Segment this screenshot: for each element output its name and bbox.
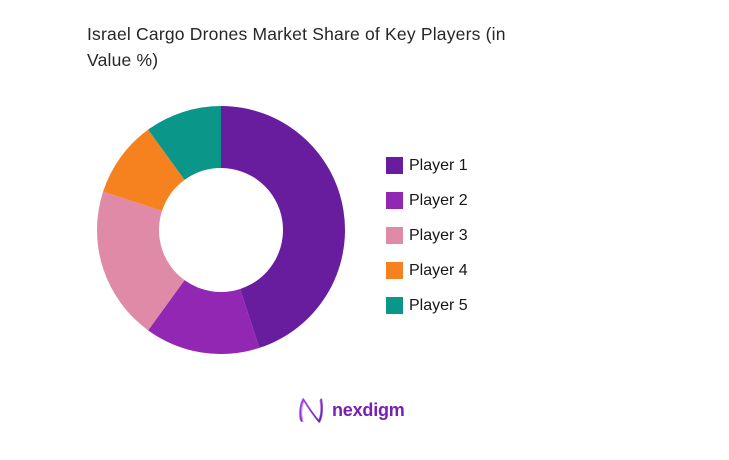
legend-swatch-player-4 bbox=[386, 262, 403, 279]
donut-segment-player-2 bbox=[148, 280, 260, 355]
legend-swatch-player-1 bbox=[386, 157, 403, 174]
chart-title: Israel Cargo Drones Market Share of Key … bbox=[87, 21, 607, 73]
donut-chart-area bbox=[96, 106, 345, 355]
legend-swatch-player-3 bbox=[386, 227, 403, 244]
legend-item-player-5: Player 5 bbox=[386, 297, 468, 314]
legend-swatch-player-2 bbox=[386, 192, 403, 209]
legend-item-player-1: Player 1 bbox=[386, 157, 468, 174]
donut-segment-player-4 bbox=[103, 129, 185, 211]
legend-label-player-1: Player 1 bbox=[409, 156, 468, 174]
legend-swatch-player-5 bbox=[386, 297, 403, 314]
legend-label-player-4: Player 4 bbox=[409, 261, 468, 279]
chart-legend: Player 1 Player 2 Player 3 Player 4 Play… bbox=[386, 157, 468, 314]
legend-item-player-3: Player 3 bbox=[386, 227, 468, 244]
legend-label-player-3: Player 3 bbox=[409, 226, 468, 244]
chart-title-line-1: Israel Cargo Drones Market Share of Key … bbox=[87, 24, 506, 44]
brand-logo: nexdigm bbox=[298, 396, 405, 425]
legend-label-player-2: Player 2 bbox=[409, 191, 468, 209]
donut-segment-player-5 bbox=[148, 106, 221, 180]
legend-label-player-5: Player 5 bbox=[409, 296, 468, 314]
legend-item-player-2: Player 2 bbox=[386, 192, 468, 209]
nexdigm-wave-icon bbox=[299, 397, 324, 423]
donut-segment-player-1 bbox=[221, 106, 345, 348]
chart-title-line-2: Value %) bbox=[87, 50, 159, 70]
donut-chart bbox=[96, 106, 345, 355]
donut-segment-player-3 bbox=[96, 191, 185, 331]
brand-wordmark: nexdigm bbox=[332, 400, 405, 420]
legend-item-player-4: Player 4 bbox=[386, 262, 468, 279]
